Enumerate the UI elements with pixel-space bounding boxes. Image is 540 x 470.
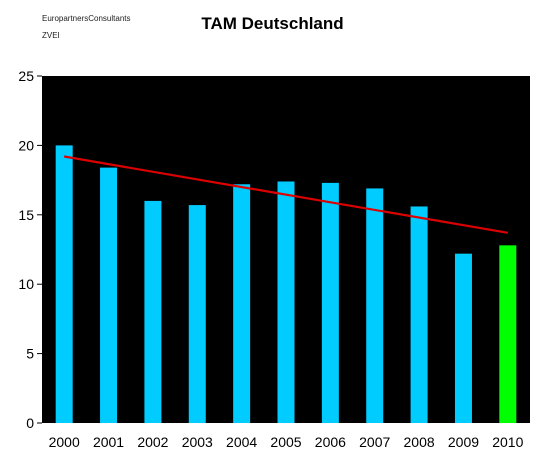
y-tick-label: 25 <box>18 68 34 84</box>
x-tick-label: 2000 <box>49 434 80 450</box>
bar-2000 <box>55 145 73 423</box>
bars-group <box>55 145 517 423</box>
source-label: EuropartnersConsultants <box>42 14 131 23</box>
y-tick-label: 15 <box>18 207 34 223</box>
y-tick-label: 20 <box>18 137 34 153</box>
x-tick-label: 2010 <box>492 434 523 450</box>
x-tick-label: 2004 <box>226 434 257 450</box>
x-tick-label: 2002 <box>137 434 168 450</box>
source-sublabel: ZVEI <box>42 31 60 40</box>
bar-2009 <box>454 253 472 423</box>
x-tick-label: 2009 <box>448 434 479 450</box>
bar-2003 <box>188 205 206 423</box>
y-tick-label: 0 <box>26 415 34 431</box>
bar-2005 <box>277 181 295 423</box>
x-tick-label: 2006 <box>315 434 346 450</box>
bar-2006 <box>321 182 339 423</box>
y-axis: 0 5 10 15 20 25 <box>18 68 42 431</box>
x-tick-label: 2001 <box>93 434 124 450</box>
y-tick-label: 10 <box>18 276 34 292</box>
chart-title: TAM Deutschland <box>201 14 344 33</box>
y-tick-label: 5 <box>26 346 34 362</box>
trend-line <box>63 155 509 234</box>
x-tick-label: 2007 <box>359 434 390 450</box>
x-tick-label: 2005 <box>270 434 301 450</box>
bar-2008 <box>410 206 428 423</box>
bar-2001 <box>100 167 118 423</box>
x-tick-label: 2008 <box>404 434 435 450</box>
bar-2002 <box>144 200 162 423</box>
x-axis: 2000 2001 2002 2003 2004 2005 2006 2007 2008 2009… <box>49 434 524 450</box>
bar-2010 <box>499 245 517 423</box>
bar-2007 <box>366 188 384 423</box>
x-tick-label: 2003 <box>182 434 213 450</box>
bar-2004 <box>233 184 251 423</box>
